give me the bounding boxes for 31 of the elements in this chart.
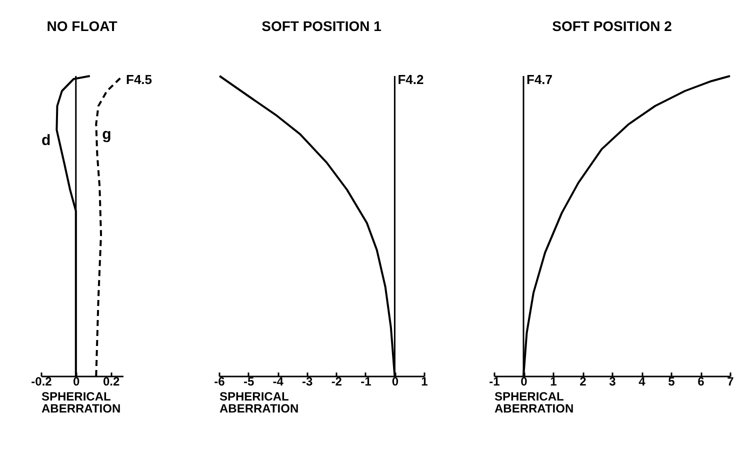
text: F4.5 [126,72,152,87]
x-tick-label: 1 [421,374,428,388]
x-tick-label: 4 [638,374,646,388]
ref-line-label: F4.2 [398,72,424,87]
x-tick-label: -4 [272,374,284,388]
x-tick-label: 0 [520,374,528,388]
chart-title: SOFT POSITION 2 [552,18,672,34]
x-tick-label: -5 [243,374,254,388]
ref-line-label: F4.7 [526,72,553,87]
x-tick-label: 3 [609,374,616,388]
series-label: g [102,126,112,143]
x-axis-title: SPHERICAL ABERRATION [494,390,574,416]
x-tick-label: -6 [214,374,226,388]
x-tick-label: 0.2 [102,374,120,388]
x-tick-label: 6 [698,374,705,388]
chart-title: NO FLOAT [46,18,118,34]
x-tick-label: 1 [550,374,558,388]
series-label: d [42,132,51,149]
x-tick-label: 7 [727,374,734,388]
x-tick-label: 0 [392,374,399,388]
x-tick-label: -0.2 [31,374,52,388]
x-tick-label: -1 [360,374,372,388]
x-tick-label: 5 [668,374,676,388]
x-tick-label: -3 [302,374,314,388]
x-tick-label: 0 [73,374,80,388]
x-tick-label: -2 [331,374,342,388]
x-axis-title: SPHERICAL ABERRATION [42,390,121,416]
chart-title: SOFT POSITION 1 [262,18,382,34]
x-tick-label: 2 [580,374,587,388]
x-axis-title: SPHERICAL ABERRATION [220,390,299,416]
x-tick-label: -1 [489,374,500,388]
